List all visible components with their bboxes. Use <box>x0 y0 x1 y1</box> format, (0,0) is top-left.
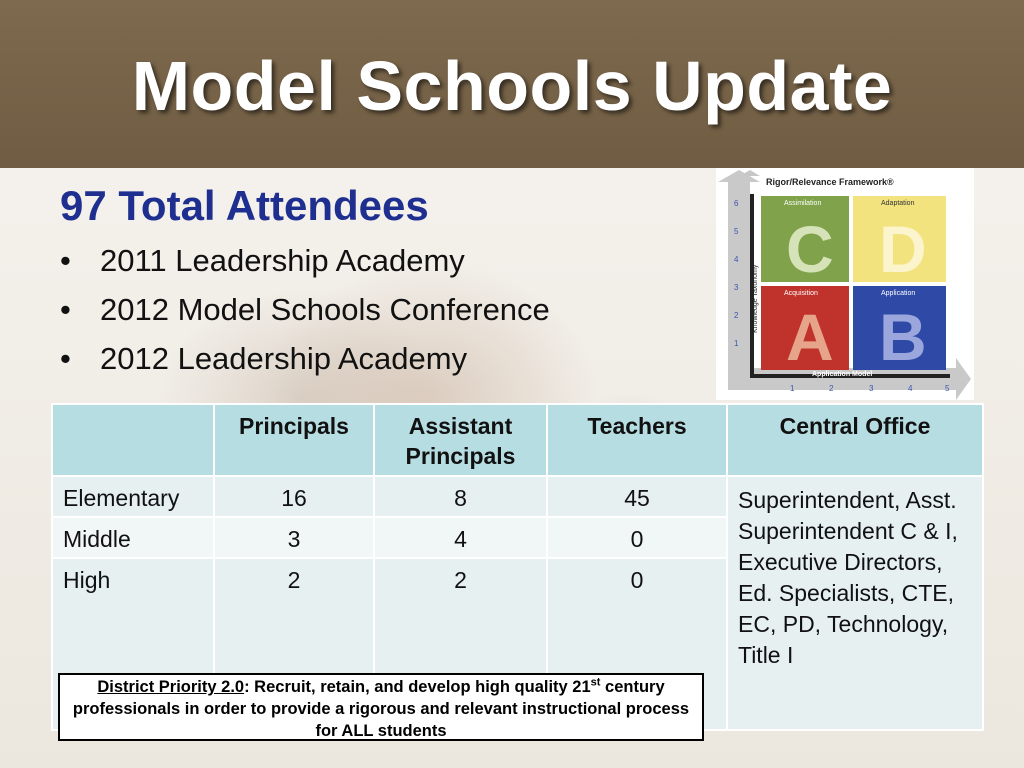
teachers-cell: 45 <box>546 475 728 518</box>
letter-a: A <box>786 300 834 374</box>
quadrant-b <box>853 286 946 370</box>
y-axis-label: Knowledge Taxonomy <box>752 264 759 333</box>
row-label: Elementary <box>51 475 215 518</box>
svg-text:3: 3 <box>869 384 874 393</box>
letter-c: C <box>786 212 834 286</box>
header-cell: Principals <box>213 403 375 477</box>
svg-text:5: 5 <box>945 384 950 393</box>
svg-text:2: 2 <box>829 384 834 393</box>
table-row: Middle 3 4 0 <box>51 516 983 559</box>
quadrant-c <box>761 196 849 282</box>
letter-d: D <box>879 212 927 286</box>
district-priority-box: District Priority 2.0: Recruit, retain, … <box>58 673 704 741</box>
attendees-heading: 97 Total Attendees <box>60 182 429 229</box>
quadrant-a <box>761 286 849 370</box>
header-cell: Central Office <box>726 403 984 477</box>
central-office-cell: Superintendent, Asst. Superintendent C &… <box>726 475 984 731</box>
bullet-item: 2011 Leadership Academy <box>58 238 550 287</box>
title-bar: Model Schools Update <box>0 0 1024 168</box>
teachers-cell: 0 <box>546 516 728 559</box>
svg-text:4: 4 <box>908 384 913 393</box>
framework-title: Rigor/Relevance Framework® <box>766 177 894 187</box>
svg-text:3: 3 <box>734 283 739 292</box>
bullet-item: 2012 Model Schools Conference <box>58 287 550 336</box>
assistant-cell: 8 <box>373 475 548 518</box>
svg-text:Acquisition: Acquisition <box>784 290 818 297</box>
table-header-row: Principals Assistant Principals Teachers… <box>51 403 984 477</box>
slide-title: Model Schools Update <box>131 47 893 125</box>
priority-text: : Recruit, retain, and develop high qual… <box>244 678 591 696</box>
svg-text:1: 1 <box>790 384 795 393</box>
priority-label: District Priority 2.0 <box>97 678 245 696</box>
quadrant-d <box>853 196 946 282</box>
svg-text:1: 1 <box>734 339 739 348</box>
letter-b: B <box>879 300 927 374</box>
header-cell: Assistant Principals <box>373 403 548 477</box>
principals-cell: 3 <box>213 516 375 559</box>
svg-text:2: 2 <box>734 311 739 320</box>
header-cell <box>51 403 215 477</box>
header-cell: Teachers <box>546 403 728 477</box>
bullet-item: 2012 Leadership Academy <box>58 336 550 385</box>
bullet-list: 2011 Leadership Academy 2012 Model Schoo… <box>58 238 550 385</box>
svg-text:4: 4 <box>734 255 739 264</box>
rigor-relevance-framework: Rigor/Relevance Framework® 6 5 4 3 2 1 K… <box>716 168 974 400</box>
svg-text:Assimilation: Assimilation <box>784 200 821 207</box>
priority-text-continued: century professionals in order to provid… <box>72 678 690 740</box>
principals-cell: 16 <box>213 475 375 518</box>
priority-superscript: st <box>590 676 601 689</box>
svg-text:Adaptation: Adaptation <box>881 200 915 207</box>
svg-text:Application: Application <box>881 290 915 297</box>
x-axis-arrow <box>728 368 956 390</box>
svg-text:5: 5 <box>734 227 739 236</box>
svg-text:6: 6 <box>734 199 739 208</box>
y-axis-arrow <box>728 176 750 382</box>
assistant-cell: 4 <box>373 516 548 559</box>
row-label: Middle <box>51 516 215 559</box>
table-row: Elementary 16 8 45 Superintendent, Asst.… <box>51 475 984 731</box>
x-axis-label: Application Model <box>812 371 872 378</box>
